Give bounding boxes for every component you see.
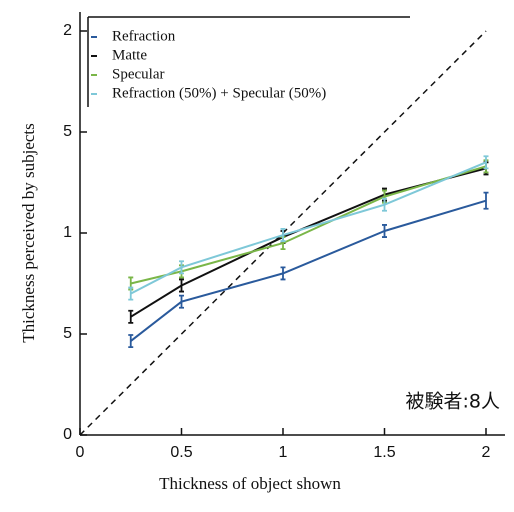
y-tick-label: 5 bbox=[63, 123, 72, 140]
y-tick-label: 2 bbox=[63, 22, 72, 39]
x-tick-label: 0 bbox=[76, 444, 85, 461]
error-bar bbox=[483, 155, 489, 170]
error-bar bbox=[128, 309, 134, 324]
y-tick-label: 0 bbox=[63, 426, 72, 443]
legend-label: Refraction bbox=[112, 28, 176, 44]
error-bar bbox=[128, 286, 134, 301]
y-tick-label: 5 bbox=[63, 325, 72, 342]
legend-label: Refraction (50%) + Specular (50%) bbox=[112, 85, 326, 101]
annotation: 被験者:8人 bbox=[406, 391, 501, 413]
error-bar bbox=[179, 278, 184, 293]
error-bar bbox=[280, 228, 286, 242]
error-bar bbox=[280, 266, 286, 281]
series-line bbox=[130, 167, 487, 318]
error-bar bbox=[128, 334, 134, 349]
legend-label: Specular bbox=[112, 66, 164, 82]
x-tick-label: 1 bbox=[279, 444, 288, 461]
y-axis-label: Thickness perceived by subjects bbox=[19, 123, 38, 343]
error-bar bbox=[483, 191, 489, 210]
x-tick-label: 1.5 bbox=[373, 444, 395, 461]
error-bar bbox=[382, 197, 387, 212]
error-bar bbox=[382, 224, 387, 238]
legend-label: Matte bbox=[112, 47, 147, 63]
error-bar bbox=[179, 260, 184, 275]
x-tick-label: 2 bbox=[482, 444, 491, 461]
error-bar bbox=[179, 294, 184, 309]
x-tick-label: 0.5 bbox=[170, 444, 192, 461]
y-tick-label: 1 bbox=[63, 224, 72, 241]
x-axis-label: Thickness of object shown bbox=[159, 474, 341, 493]
